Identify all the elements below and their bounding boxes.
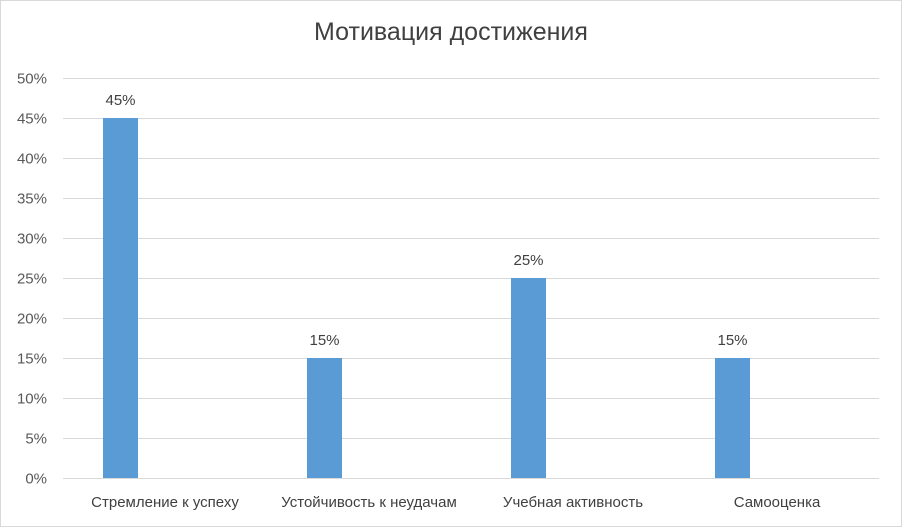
category-label: Самооценка: [734, 494, 821, 511]
y-tick-label: 25%: [17, 271, 47, 288]
data-label: 25%: [513, 252, 543, 269]
chart-title: Мотивация достижения: [314, 18, 588, 46]
data-label: 15%: [717, 332, 747, 349]
category-labels: Стремление к успеху Устойчивость к неудач…: [91, 494, 821, 511]
category-label: Стремление к успеху: [91, 494, 239, 511]
y-tick-label: 45%: [17, 111, 47, 128]
bars: [103, 118, 750, 478]
y-tick-label: 35%: [17, 191, 47, 208]
y-tick-label: 5%: [25, 431, 47, 448]
data-label: 45%: [105, 92, 135, 109]
y-tick-label: 50%: [17, 71, 47, 88]
category-label: Учебная активность: [503, 494, 643, 511]
data-label: 15%: [309, 332, 339, 349]
bar: [103, 118, 138, 478]
y-tick-label: 0%: [25, 471, 47, 488]
y-axis-tick-labels: 0% 5% 10% 15% 20% 25% 30% 35% 40% 45% 50%: [17, 71, 47, 488]
y-tick-label: 15%: [17, 351, 47, 368]
y-tick-label: 20%: [17, 311, 47, 328]
gridlines: [63, 78, 879, 479]
bar: [511, 278, 546, 478]
bar: [307, 358, 342, 478]
y-tick-label: 10%: [17, 391, 47, 408]
bar: [715, 358, 750, 478]
category-label: Устойчивость к неудачам: [281, 494, 457, 511]
y-tick-label: 30%: [17, 231, 47, 248]
data-labels: 45% 15% 25% 15%: [105, 92, 747, 349]
y-tick-label: 40%: [17, 151, 47, 168]
